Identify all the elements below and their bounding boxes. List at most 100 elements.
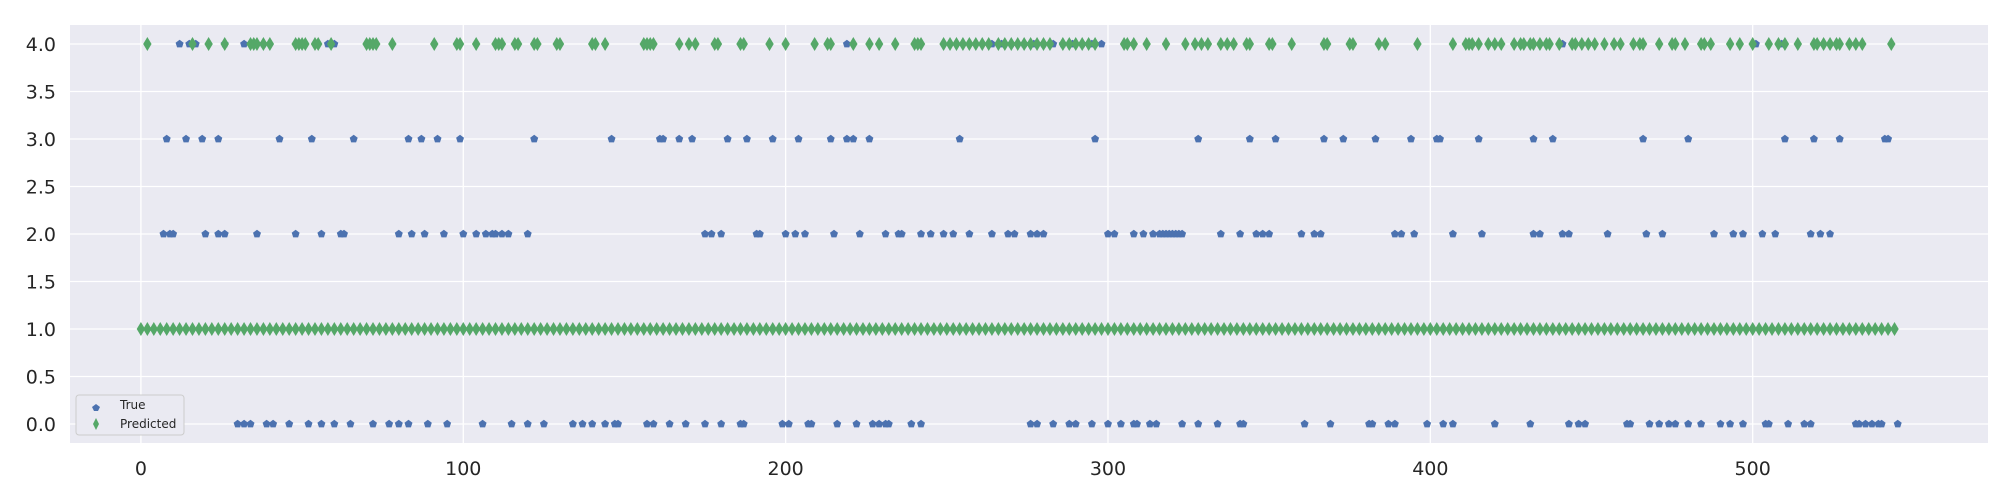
predicted-point — [826, 322, 835, 336]
predicted-point — [1187, 322, 1196, 336]
true-point — [1390, 229, 1399, 238]
true-point — [1194, 419, 1203, 428]
predicted-point — [1381, 37, 1390, 51]
predicted-point — [1181, 322, 1190, 336]
predicted-point — [1845, 37, 1854, 51]
true-point — [1684, 134, 1693, 143]
true-point — [1658, 229, 1667, 238]
predicted-point — [710, 322, 719, 336]
true-point — [1010, 229, 1019, 238]
predicted-point — [1519, 37, 1529, 51]
predicted-point — [1542, 322, 1551, 336]
predicted-point — [1735, 322, 1744, 336]
true-point — [433, 134, 442, 143]
predicted-point — [865, 322, 874, 336]
predicted-point — [1161, 37, 1171, 51]
true-point — [907, 419, 916, 428]
predicted-point — [1103, 322, 1113, 336]
predicted-point — [471, 322, 481, 336]
predicted-point — [1535, 37, 1545, 51]
predicted-point — [1216, 37, 1225, 51]
true-point — [665, 419, 674, 428]
predicted-point — [762, 322, 771, 336]
predicted-point — [1645, 322, 1654, 336]
true-point — [1410, 229, 1419, 238]
predicted-point — [1474, 37, 1483, 51]
predicted-point — [430, 37, 439, 51]
true-point — [481, 229, 490, 238]
predicted-point — [1084, 37, 1093, 51]
true-point — [214, 229, 223, 238]
true-point — [842, 39, 851, 48]
true-point — [1071, 419, 1080, 428]
predicted-point — [1883, 322, 1893, 336]
predicted-point — [326, 37, 336, 51]
predicted-point — [781, 37, 790, 51]
true-point — [1216, 229, 1225, 238]
predicted-point — [181, 322, 191, 336]
predicted-point — [433, 322, 442, 336]
predicted-point — [916, 322, 926, 336]
predicted-point — [355, 322, 365, 336]
true-point — [182, 134, 190, 143]
predicted-point — [1335, 322, 1345, 336]
true-point — [1697, 419, 1706, 428]
predicted-point — [1887, 37, 1896, 51]
true-point — [1145, 419, 1154, 428]
predicted-point — [1655, 37, 1664, 51]
x-tick-label: 300 — [1090, 458, 1126, 480]
legend-box — [75, 394, 185, 436]
predicted-point — [1110, 322, 1119, 336]
predicted-point — [1600, 322, 1609, 336]
true-point — [826, 134, 835, 143]
predicted-point — [265, 322, 275, 336]
true-point — [701, 419, 709, 428]
predicted-point — [1819, 37, 1828, 51]
predicted-point — [291, 322, 300, 336]
predicted-point — [939, 37, 948, 51]
true-point — [1104, 229, 1112, 238]
true-point — [504, 229, 513, 238]
true-point — [269, 419, 278, 428]
predicted-point — [1787, 322, 1796, 336]
true-point — [1877, 419, 1886, 428]
predicted-point — [1587, 322, 1596, 336]
predicted-point — [491, 322, 500, 336]
true-point — [346, 419, 355, 428]
predicted-point — [304, 322, 313, 336]
true-point — [830, 229, 838, 238]
true-point — [507, 419, 516, 428]
true-point — [307, 134, 316, 143]
true-point — [778, 419, 787, 428]
true-point — [1033, 419, 1042, 428]
predicted-point — [916, 37, 926, 51]
true-point — [443, 419, 452, 428]
predicted-point — [697, 322, 707, 336]
predicted-point — [517, 322, 526, 336]
true-point — [198, 134, 207, 143]
predicted-point — [1613, 322, 1622, 336]
true-point — [1116, 419, 1125, 428]
predicted-point — [968, 322, 977, 336]
predicted-point — [1239, 322, 1248, 336]
predicted-point — [1123, 37, 1132, 51]
predicted-point — [175, 322, 184, 336]
true-point — [707, 229, 716, 238]
y-tick-label: 0.0 — [26, 414, 56, 436]
true-point — [1639, 134, 1648, 143]
predicted-point — [497, 322, 507, 336]
true-point — [949, 229, 958, 238]
true-point — [1526, 419, 1535, 428]
true-point — [884, 419, 893, 428]
predicted-point — [845, 322, 855, 336]
true-point — [246, 419, 255, 428]
predicted-point — [1671, 322, 1680, 336]
predicted-point — [1277, 322, 1287, 336]
predicted-point — [301, 37, 310, 51]
true-point — [833, 419, 842, 428]
predicted-point — [1039, 37, 1048, 51]
predicted-point — [704, 322, 713, 336]
true-point — [1448, 419, 1457, 428]
predicted-point — [978, 37, 987, 51]
true-point — [717, 229, 726, 238]
